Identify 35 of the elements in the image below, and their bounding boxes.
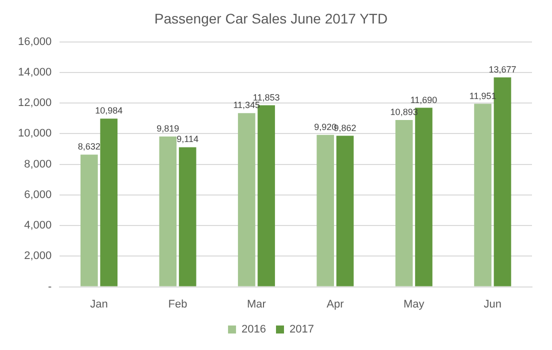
legend-label: 2016 — [242, 324, 266, 336]
x-tick-label: May — [404, 298, 425, 310]
x-tick-label: Feb — [168, 298, 188, 310]
data-label: 11,345 — [233, 100, 260, 110]
y-tick-label: 8,000 — [24, 158, 52, 170]
data-label: 11,853 — [252, 92, 280, 102]
bar — [316, 134, 334, 286]
data-label: 9,114 — [176, 134, 199, 144]
data-label: 11,690 — [410, 94, 438, 105]
x-tick-label: Jun — [484, 298, 502, 310]
x-tick-label: Mar — [246, 298, 266, 310]
bar — [80, 154, 98, 286]
bar — [336, 136, 354, 286]
chart-title: Passenger Car Sales June 2017 YTD — [154, 10, 388, 26]
data-label: 9,819 — [156, 123, 180, 134]
y-tick-label: 2,000 — [24, 250, 52, 262]
y-tick-label: 12,000 — [18, 97, 52, 110]
bar — [395, 120, 413, 286]
y-tick-label: 16,000 — [18, 36, 52, 48]
y-tick-label: 4,000 — [24, 220, 52, 232]
y-tick-label: 10,000 — [18, 128, 52, 140]
bar — [474, 104, 492, 286]
y-tick-label: 14,000 — [18, 66, 52, 78]
bar — [100, 118, 118, 286]
bar — [159, 136, 177, 286]
data-label: 8,632 — [78, 142, 100, 152]
x-tick-label: Jan — [90, 298, 108, 310]
y-tick-label: 6,000 — [24, 188, 52, 201]
data-label: 10,984 — [95, 106, 123, 116]
legend-label: 2017 — [290, 324, 314, 336]
y-tick-label: - — [48, 280, 52, 293]
bar — [178, 147, 196, 286]
data-label: 13,677 — [488, 64, 516, 74]
bar — [238, 113, 256, 286]
x-tick-label: Apr — [326, 298, 344, 310]
